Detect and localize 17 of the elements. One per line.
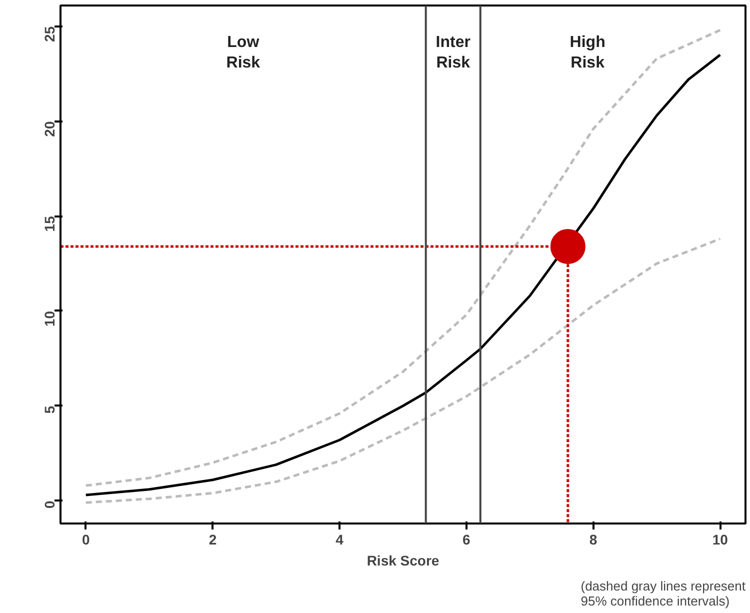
x-axis-title: Risk Score xyxy=(366,552,440,568)
x-tick-label: 6 xyxy=(462,532,471,548)
annotation: High Risk xyxy=(570,34,606,72)
y-tick-label: 5 xyxy=(42,406,58,414)
x-tick-label: 0 xyxy=(82,532,90,548)
x-tick-label: 10 xyxy=(712,532,728,548)
text: (dashed gray lines represent 95% confidence intervals) xyxy=(580,578,746,608)
x-tick-label: 8 xyxy=(589,532,598,548)
x-tick-label: 2 xyxy=(208,532,217,548)
y-tick-label: 0 xyxy=(42,500,58,509)
y-tick-label: 15 xyxy=(42,216,58,232)
y-tick-label: 10 xyxy=(42,310,58,327)
annotation: Inter Risk xyxy=(436,34,470,72)
y-tick-label: 25 xyxy=(42,26,58,42)
annotation: Low Risk xyxy=(226,34,260,72)
x-tick-label: 4 xyxy=(336,532,344,548)
y-tick-label: 20 xyxy=(42,121,58,137)
